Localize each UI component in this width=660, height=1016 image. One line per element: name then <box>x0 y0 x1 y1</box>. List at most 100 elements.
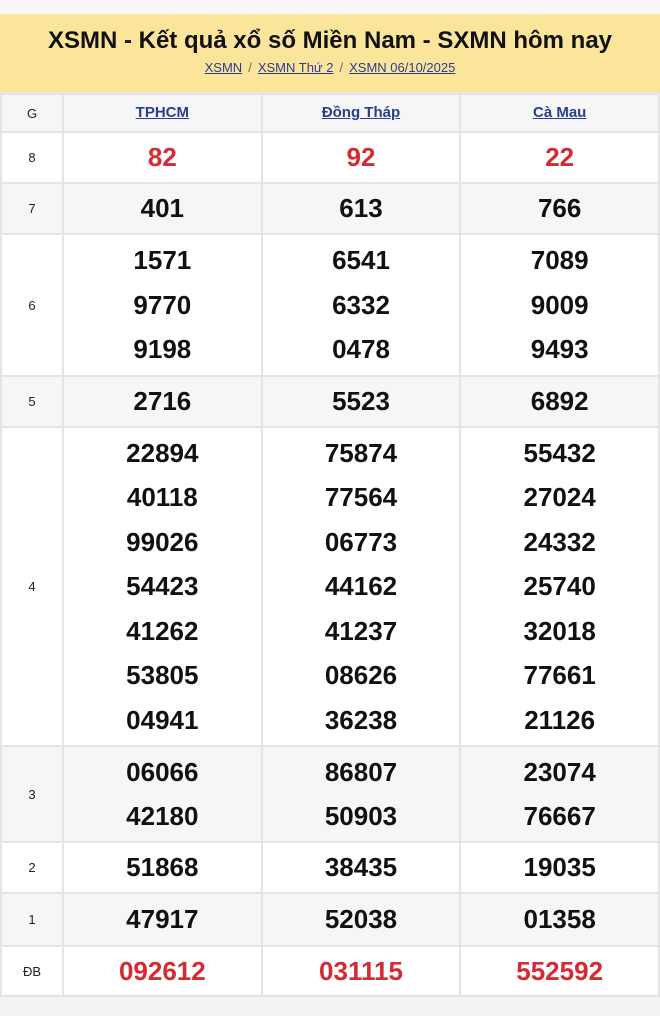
prize-cell: 6892 <box>459 375 660 428</box>
prize-number: 54423 <box>126 571 199 602</box>
prize-label: 2 <box>0 841 64 894</box>
prize-cell: 19035 <box>459 841 660 894</box>
prize-number: 22894 <box>126 437 199 468</box>
prize-cell: 6541 6332 0478 <box>260 233 462 377</box>
breadcrumb-xsmn[interactable]: XSMN <box>204 60 243 75</box>
prize-number: 40118 <box>126 482 198 513</box>
prize-number: 401 <box>140 193 185 224</box>
province-link-dong-thap[interactable]: Đồng Tháp <box>321 104 401 121</box>
prize-row: 6 1571 9770 9198 6541 6332 0478 7089 9009 9493 <box>0 233 660 377</box>
prize-cell: 06066 42180 <box>62 745 263 843</box>
prize-number: 52038 <box>324 904 398 935</box>
prize-label: 3 <box>0 745 64 843</box>
prize-number: 1571 <box>133 245 192 276</box>
province-link-ca-mau[interactable]: Cà Mau <box>532 104 587 121</box>
prize-number: 82 <box>147 142 177 173</box>
prize-number: 92 <box>346 142 376 173</box>
prize-number: 9493 <box>530 334 589 365</box>
prize-number: 06066 <box>126 756 199 787</box>
prize-number: 75874 <box>324 437 398 468</box>
prize-label: 5 <box>0 375 64 428</box>
prize-row: 7 401 613 766 <box>0 182 660 235</box>
prize-number: 36238 <box>324 704 398 735</box>
prize-number: 24332 <box>523 526 596 557</box>
prize-number: 7089 <box>530 245 589 276</box>
top-bar <box>0 0 660 14</box>
results-table: G TPHCM Đồng Tháp Cà Mau 8 82 92 22 7 401 613 7… <box>0 93 660 997</box>
prize-number: 2716 <box>133 386 192 417</box>
prize-label: 4 <box>0 426 64 747</box>
prize-label: 8 <box>0 131 64 184</box>
prize-number: 22 <box>545 142 575 173</box>
prize-cell: 7089 9009 9493 <box>459 233 660 377</box>
prize-cell: 092612 <box>62 945 263 997</box>
prize-row: 1 47917 52038 01358 <box>0 892 660 947</box>
breadcrumb-xsmn-date[interactable]: XSMN 06/10/2025 <box>349 60 456 75</box>
province-header: Đồng Tháp <box>260 93 462 133</box>
page-title: XSMN - Kết quả xổ số Miền Nam - SXMN hôm… <box>47 27 613 54</box>
prize-number: 77661 <box>523 660 596 691</box>
prize-row: 5 2716 5523 6892 <box>0 375 660 428</box>
prize-number: 38435 <box>324 852 398 883</box>
breadcrumb-separator: / <box>339 60 344 75</box>
prize-number: 04941 <box>126 704 199 735</box>
prize-cell: 82 <box>62 131 263 184</box>
breadcrumb-xsmn-thu-2[interactable]: XSMN Thứ 2 <box>257 60 334 75</box>
results-header: XSMN - Kết quả xổ số Miền Nam - SXMN hôm… <box>0 14 660 93</box>
prize-number: 76667 <box>523 801 596 831</box>
prize-label: 6 <box>0 233 64 377</box>
province-header: TPHCM <box>62 93 263 133</box>
prize-cell: 52038 <box>260 892 462 947</box>
prize-number: 08626 <box>324 660 398 691</box>
prize-cell: 47917 <box>62 892 263 947</box>
prize-number: 06773 <box>324 526 398 557</box>
prize-column-header: G <box>0 93 64 133</box>
prize-number: 86807 <box>324 756 398 787</box>
province-link-tphcm[interactable]: TPHCM <box>135 104 189 121</box>
prize-cell: 613 <box>260 182 462 235</box>
prize-row: 3 06066 42180 86807 50903 23074 76667 <box>0 745 660 843</box>
prize-number: 0478 <box>332 334 390 365</box>
prize-cell: 766 <box>459 182 660 235</box>
prize-number: 9770 <box>133 289 192 320</box>
prize-number: 44162 <box>324 571 398 602</box>
prize-row: ĐB 092612 031115 552592 <box>0 945 660 997</box>
prize-row: 4 22894 40118 99026 54423 41262 53805 04941 7587… <box>0 426 660 747</box>
prize-number: 47917 <box>126 904 199 935</box>
prize-number: 6332 <box>332 289 390 320</box>
prize-cell: 86807 50903 <box>260 745 462 843</box>
prize-cell: 23074 76667 <box>459 745 660 843</box>
table-header-row: G TPHCM Đồng Tháp Cà Mau <box>0 93 660 133</box>
prize-cell: 22 <box>459 131 660 184</box>
prize-cell: 75874 77564 06773 44162 41237 08626 36238 <box>260 426 462 747</box>
prize-number: 50903 <box>324 801 398 831</box>
prize-number: 6541 <box>332 245 390 276</box>
breadcrumb: XSMN / XSMN Thứ 2 / XSMN 06/10/2025 <box>0 60 660 75</box>
prize-number: 5523 <box>332 386 390 417</box>
prize-number: 27024 <box>523 482 596 513</box>
prize-number: 01358 <box>523 904 596 935</box>
prize-cell: 51868 <box>62 841 263 894</box>
prize-number: 23074 <box>523 756 596 787</box>
province-header: Cà Mau <box>459 93 660 133</box>
prize-label: ĐB <box>0 945 64 997</box>
prize-number: 19035 <box>523 852 596 883</box>
prize-number: 9198 <box>133 334 192 365</box>
prize-label: 1 <box>0 892 64 947</box>
prize-cell: 2716 <box>62 375 263 428</box>
prize-number: 77564 <box>324 482 398 513</box>
prize-number: 031115 <box>319 955 403 986</box>
prize-cell: 92 <box>260 131 462 184</box>
prize-number: 55432 <box>523 437 596 468</box>
prize-number: 6892 <box>530 386 589 417</box>
prize-number: 51868 <box>126 852 199 883</box>
prize-number: 9009 <box>530 289 589 320</box>
prize-cell: 401 <box>62 182 263 235</box>
breadcrumb-separator: / <box>248 60 252 75</box>
prize-number: 42180 <box>126 801 199 831</box>
prize-cell: 5523 <box>260 375 462 428</box>
prize-label: 7 <box>0 182 64 235</box>
prize-cell: 031115 <box>260 945 462 997</box>
prize-number: 99026 <box>126 526 199 557</box>
prize-number: 766 <box>537 193 582 224</box>
